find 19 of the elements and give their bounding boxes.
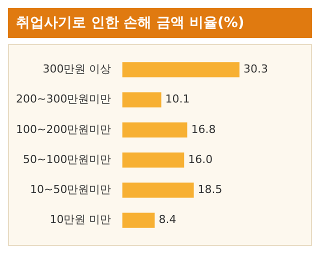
bar bbox=[122, 62, 240, 78]
y-tick-label: 100~200만원미만 bbox=[16, 122, 112, 136]
bar bbox=[122, 152, 184, 168]
bar bbox=[122, 92, 162, 108]
y-tick-label: 200~300만원미만 bbox=[16, 92, 112, 106]
data-label: 30.3 bbox=[243, 62, 268, 76]
y-tick-label: 300만원 이상 bbox=[42, 62, 112, 76]
y-tick-label: 10만원 미만 bbox=[50, 213, 112, 226]
y-tick-label: 50~100만원미만 bbox=[22, 152, 112, 166]
y-tick-label: 10~50만원미만 bbox=[30, 183, 112, 196]
bar bbox=[122, 212, 155, 228]
bar bbox=[122, 122, 188, 138]
data-label: 16.0 bbox=[188, 152, 213, 166]
data-label: 16.8 bbox=[191, 122, 216, 136]
bar bbox=[122, 182, 194, 198]
data-label: 8.4 bbox=[158, 213, 176, 226]
data-label: 18.5 bbox=[198, 183, 222, 196]
chart-title: 취업사기로 인한 손해 금액 비율(%) bbox=[8, 8, 312, 38]
data-label: 10.1 bbox=[165, 92, 190, 106]
